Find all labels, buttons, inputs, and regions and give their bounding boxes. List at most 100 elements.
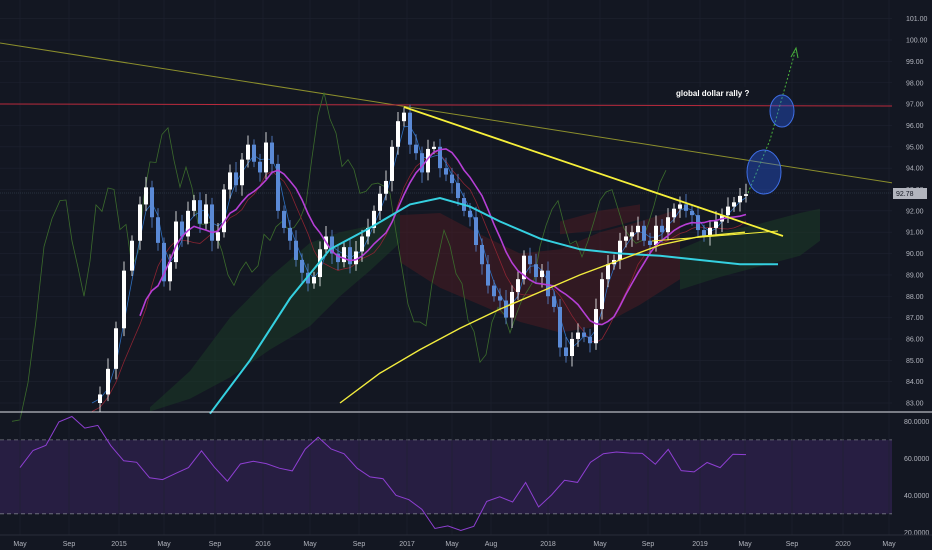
candle-body[interactable] — [192, 200, 196, 211]
rsi-pane[interactable]: 20.0000 40.0000 60.0000 80.0000 — [0, 413, 932, 537]
candle-body[interactable] — [162, 242, 166, 282]
candle-body[interactable] — [474, 217, 478, 246]
candle-body[interactable] — [106, 368, 110, 395]
rsi-axis[interactable]: 20.0000 40.0000 60.0000 80.0000 — [904, 419, 929, 537]
descending-resistance-line[interactable] — [403, 106, 784, 237]
candle-body[interactable] — [348, 247, 352, 265]
candle-body[interactable] — [114, 328, 118, 369]
candle-body[interactable] — [528, 255, 532, 265]
price-pane[interactable]: global dollar rally ? 83.00 84.00 85.00 86.… — [0, 0, 932, 422]
candle-body[interactable] — [498, 296, 502, 301]
candle-body[interactable] — [738, 195, 742, 203]
candle-body[interactable] — [540, 270, 544, 278]
candle-body[interactable] — [732, 202, 736, 207]
candle-body[interactable] — [98, 394, 102, 403]
candle-body[interactable] — [150, 187, 154, 218]
candle-body[interactable] — [342, 247, 346, 263]
candle-body[interactable] — [624, 236, 628, 241]
candle-body[interactable] — [426, 148, 430, 173]
candle-body[interactable] — [300, 259, 304, 273]
candle-body[interactable] — [330, 236, 334, 254]
candle-body[interactable] — [708, 227, 712, 237]
candle-body[interactable] — [312, 277, 316, 284]
candle-body[interactable] — [246, 144, 250, 160]
candle-body[interactable] — [216, 232, 220, 241]
candle-body[interactable] — [174, 221, 178, 263]
candle-body[interactable] — [402, 112, 406, 122]
time-axis[interactable]: May Sep 2015 May Sep 2016 May Sep 2017 May Aug 2018… — [13, 541, 896, 548]
candle-body[interactable] — [522, 255, 526, 280]
candle-body[interactable] — [456, 183, 460, 199]
target-zone-ellipse-lower[interactable] — [746, 149, 782, 195]
candle-body[interactable] — [684, 204, 688, 211]
candle-body[interactable] — [336, 253, 340, 263]
candle-body[interactable] — [186, 210, 190, 237]
candle-body[interactable] — [306, 272, 310, 284]
candle-body[interactable] — [618, 240, 622, 260]
candle-body[interactable] — [378, 193, 382, 211]
candle-body[interactable] — [678, 204, 682, 209]
candle-body[interactable] — [130, 240, 134, 271]
horizontal-resistance-line[interactable] — [0, 103, 893, 107]
candle-body[interactable] — [234, 172, 238, 186]
candle-body[interactable] — [198, 200, 202, 224]
candle-body[interactable] — [534, 264, 538, 278]
candle-body[interactable] — [690, 210, 694, 216]
candle-body[interactable] — [390, 146, 394, 181]
candle-body[interactable] — [516, 279, 520, 292]
candle-body[interactable] — [438, 146, 442, 169]
candle-body[interactable] — [660, 225, 664, 233]
candle-body[interactable] — [450, 174, 454, 184]
candle-body[interactable] — [582, 332, 586, 337]
candle-body[interactable] — [480, 245, 484, 265]
candle-body[interactable] — [288, 227, 292, 241]
candle-body[interactable] — [714, 221, 718, 228]
candle-body[interactable] — [180, 221, 184, 237]
candle-body[interactable] — [546, 270, 550, 297]
candle-body[interactable] — [210, 204, 214, 241]
projection-path[interactable] — [747, 51, 796, 194]
support-line[interactable] — [651, 230, 779, 242]
candle-body[interactable] — [726, 206, 730, 216]
candle-body[interactable] — [702, 230, 706, 237]
candle-body[interactable] — [228, 172, 232, 190]
candle-body[interactable] — [636, 225, 640, 233]
candle-body[interactable] — [552, 296, 556, 307]
candle-body[interactable] — [468, 210, 472, 218]
candle-body[interactable] — [270, 142, 274, 164]
candle-body[interactable] — [240, 159, 244, 186]
candle-body[interactable] — [366, 227, 370, 237]
candle-body[interactable] — [654, 225, 658, 246]
candle-body[interactable] — [444, 168, 448, 175]
candle-body[interactable] — [420, 153, 424, 173]
candle-body[interactable] — [510, 291, 514, 318]
candle-body[interactable] — [606, 264, 610, 280]
candle-body[interactable] — [648, 240, 652, 246]
candle-body[interactable] — [642, 225, 646, 241]
candle-body[interactable] — [276, 163, 280, 211]
candle-body[interactable] — [666, 217, 670, 233]
candle-body[interactable] — [258, 161, 262, 173]
candle-body[interactable] — [360, 236, 364, 252]
candle-body[interactable] — [408, 112, 412, 145]
candle-body[interactable] — [558, 306, 562, 348]
candle-body[interactable] — [384, 180, 388, 194]
candle-body[interactable] — [588, 336, 592, 344]
candle-body[interactable] — [168, 262, 172, 282]
candle-body[interactable] — [264, 142, 268, 173]
candle-body[interactable] — [294, 240, 298, 260]
candle-body[interactable] — [396, 121, 400, 147]
candle-body[interactable] — [672, 208, 676, 218]
candle-body[interactable] — [414, 144, 418, 154]
candle-body[interactable] — [630, 232, 634, 237]
candle-body[interactable] — [372, 210, 376, 228]
target-zone-ellipse-upper[interactable] — [769, 94, 795, 128]
candle-body[interactable] — [282, 210, 286, 228]
candle-body[interactable] — [156, 217, 160, 243]
candle-body[interactable] — [576, 332, 580, 339]
candle-body[interactable] — [570, 338, 574, 357]
annotation-text[interactable]: global dollar rally ? — [676, 89, 749, 98]
candle-body[interactable] — [204, 204, 208, 224]
candle-body[interactable] — [504, 300, 508, 318]
